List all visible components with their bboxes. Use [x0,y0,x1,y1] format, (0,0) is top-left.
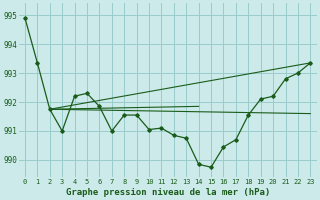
X-axis label: Graphe pression niveau de la mer (hPa): Graphe pression niveau de la mer (hPa) [66,188,270,197]
